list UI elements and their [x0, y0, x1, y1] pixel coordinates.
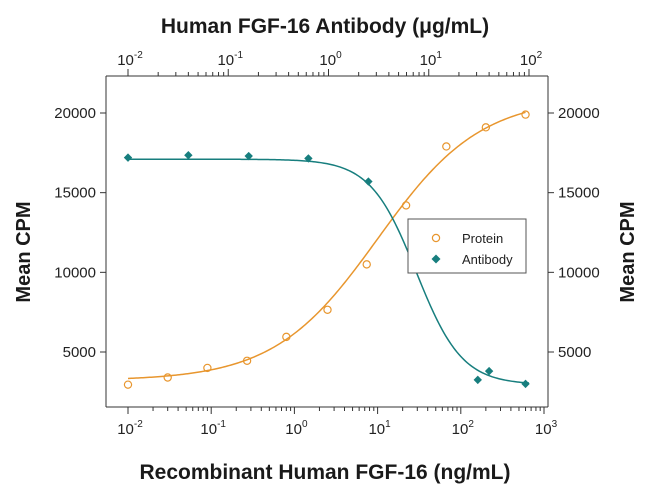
data-point-protein [401, 201, 411, 210]
data-point-protein [481, 123, 491, 132]
data-point-antibody [184, 151, 193, 160]
y-tick-label-left: 5000 [63, 344, 96, 361]
axes-group: 5000 5000 10000 10000 15000 15000 20000 20000 10… [54, 50, 599, 438]
legend-box [407, 218, 527, 274]
legend-label-protein: Protein [462, 231, 503, 246]
data-point-antibody [123, 153, 133, 162]
data-point-protein [323, 305, 332, 314]
y-tick-label-right: 15000 [558, 185, 600, 202]
data-point-antibody [521, 379, 530, 389]
bottom-axis-title: Recombinant Human FGF-16 (ng/mL) [139, 461, 510, 484]
right-axis-title: Mean CPM [617, 201, 639, 302]
data-point-protein [123, 380, 133, 389]
data-point-protein [521, 110, 530, 119]
top-axis-tick-label: 101 [420, 50, 443, 69]
top-axis-tick-label: 100 [319, 50, 342, 69]
data-point-protein [242, 356, 252, 365]
legend: Protein Antibody [407, 218, 527, 274]
legend-marker-protein [431, 233, 441, 243]
y-tick-label-right: 5000 [558, 344, 591, 361]
y-tick-label-left: 15000 [54, 185, 96, 202]
data-point-antibody [304, 154, 313, 163]
y-tick-label-right: 10000 [558, 264, 600, 281]
data-point-antibody [473, 375, 482, 385]
top-axis-tick-label: 10-1 [217, 50, 243, 69]
data-points-group [123, 110, 530, 389]
bottom-axis-tick-label: 100 [285, 419, 308, 438]
bottom-axis-tick-label: 10-2 [117, 419, 143, 438]
data-point-protein [282, 332, 291, 342]
data-point-protein [203, 363, 212, 373]
legend-marker-antibody [431, 254, 441, 264]
data-point-protein [442, 142, 451, 151]
y-tick-label-left: 10000 [54, 264, 96, 281]
data-point-antibody [484, 366, 494, 376]
bottom-axis-tick-label: 10-1 [200, 419, 226, 438]
y-tick-label-right: 20000 [558, 105, 600, 122]
top-axis-tick-label: 102 [520, 50, 543, 69]
bottom-axis-tick-label: 103 [535, 419, 558, 438]
fit-curve-protein [127, 111, 526, 380]
bottom-axis-tick-label: 101 [368, 419, 391, 438]
data-point-protein [163, 373, 172, 382]
y-tick-label-left: 20000 [54, 105, 96, 122]
data-point-protein [362, 260, 371, 269]
legend-label-antibody: Antibody [462, 252, 513, 267]
left-axis-title: Mean CPM [13, 201, 35, 302]
top-axis-title: Human FGF-16 Antibody (μg/mL) [161, 15, 489, 38]
fit-curve-antibody [128, 158, 530, 384]
bottom-axis-tick-label: 102 [452, 419, 475, 438]
top-axis-tick-label: 10-2 [117, 50, 143, 69]
fit-curves-group [127, 111, 530, 384]
data-point-antibody [244, 151, 253, 161]
data-point-antibody [364, 177, 373, 186]
